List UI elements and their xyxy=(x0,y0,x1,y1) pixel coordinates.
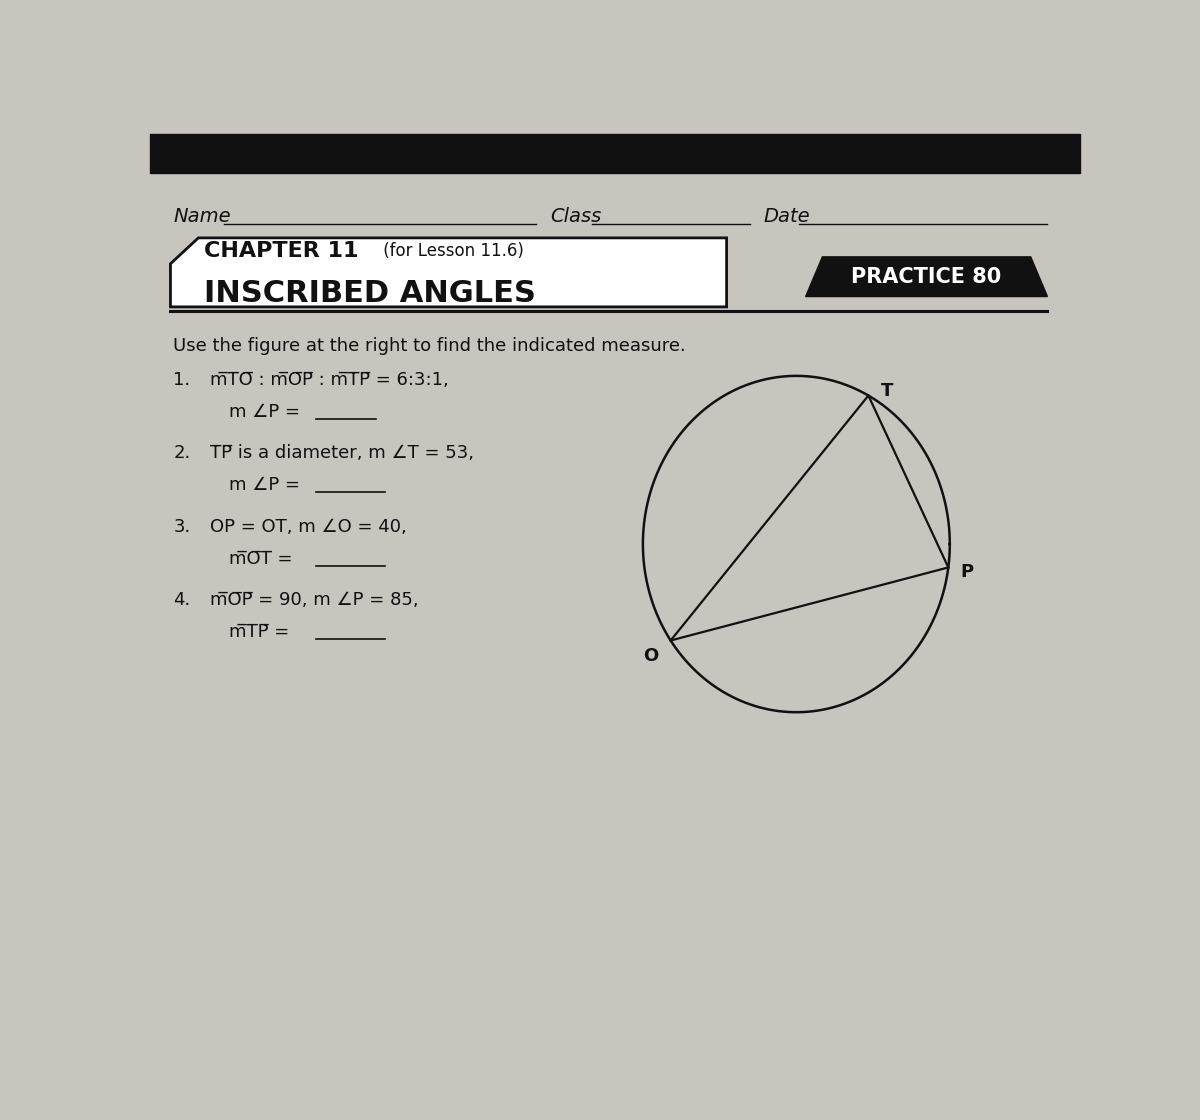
Text: 2.: 2. xyxy=(173,445,191,463)
Text: 1.: 1. xyxy=(173,371,191,389)
Text: OP = OT, m ∠O = 40,: OP = OT, m ∠O = 40, xyxy=(210,517,407,535)
Text: O: O xyxy=(643,647,659,665)
Text: m̅O̅P̅ = 90, m ∠P = 85,: m̅O̅P̅ = 90, m ∠P = 85, xyxy=(210,591,419,609)
Text: Name: Name xyxy=(173,207,230,226)
Text: m ∠P =: m ∠P = xyxy=(229,403,300,421)
Text: m̅T̅O̅ : m̅O̅P̅ : m̅T̅P̅ = 6:3:1,: m̅T̅O̅ : m̅O̅P̅ : m̅T̅P̅ = 6:3:1, xyxy=(210,371,449,389)
Text: CHAPTER 11: CHAPTER 11 xyxy=(204,241,359,261)
Polygon shape xyxy=(170,237,727,307)
Text: m ∠P =: m ∠P = xyxy=(229,476,300,494)
Text: Class: Class xyxy=(550,207,601,226)
Bar xyxy=(150,134,1080,174)
Text: PRACTICE 80: PRACTICE 80 xyxy=(852,267,1002,287)
Text: T: T xyxy=(881,382,893,400)
Text: Use the figure at the right to find the indicated measure.: Use the figure at the right to find the … xyxy=(173,337,686,355)
Polygon shape xyxy=(805,256,1048,297)
Text: P: P xyxy=(960,562,973,581)
Text: (for Lesson 11.6): (for Lesson 11.6) xyxy=(378,242,523,260)
Text: INSCRIBED ANGLES: INSCRIBED ANGLES xyxy=(204,280,536,308)
Text: T̅P̅ is a diameter, m ∠T = 53,: T̅P̅ is a diameter, m ∠T = 53, xyxy=(210,445,474,463)
Text: m̅T̅P̅ =: m̅T̅P̅ = xyxy=(229,623,289,641)
Text: 4.: 4. xyxy=(173,591,191,609)
Text: m̅O̅T̅ =: m̅O̅T̅ = xyxy=(229,550,293,568)
Text: Date: Date xyxy=(764,207,810,226)
Text: 3.: 3. xyxy=(173,517,191,535)
